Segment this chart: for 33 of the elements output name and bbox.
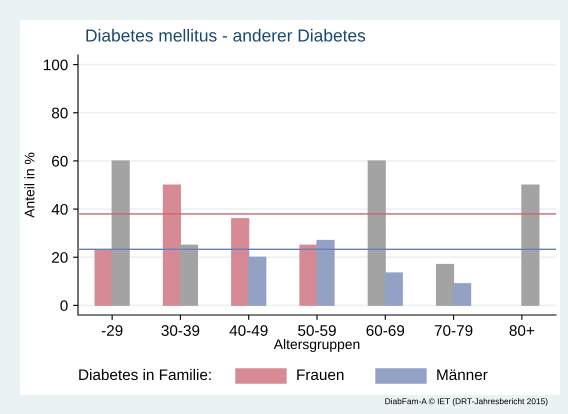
- y-tick-label: 80: [52, 108, 68, 118]
- bar: [162, 184, 181, 306]
- bar: [316, 240, 335, 306]
- y-tick-label: 20: [52, 252, 68, 263]
- legend-title: Diabetes in Familie:: [79, 368, 211, 380]
- bar: [299, 244, 318, 306]
- y-tick-label: 100: [44, 59, 68, 70]
- bar: [521, 184, 540, 306]
- bar: [368, 160, 386, 306]
- x-tick-label: 50-59: [298, 325, 336, 336]
- bar: [248, 256, 266, 306]
- x-tick-label: 30-39: [161, 325, 200, 336]
- y-tick-label: 60: [52, 156, 68, 167]
- x-tick-label: 80+: [510, 325, 534, 336]
- chart-title: Diabetes mellitus - anderer Diabetes: [86, 28, 366, 42]
- legend-label: Frauen: [297, 369, 344, 380]
- bar: [180, 244, 198, 306]
- legend-label: Männer: [437, 369, 488, 380]
- bar: [94, 249, 113, 306]
- x-tick-label: 70-79: [434, 325, 472, 336]
- y-tick-label: 40: [52, 204, 68, 215]
- x-tick-label: -29: [102, 325, 122, 336]
- x-tick-label: 40-49: [230, 325, 268, 336]
- bar: [112, 160, 130, 306]
- y-tick-label: 0: [60, 300, 68, 312]
- bar: [436, 264, 454, 306]
- x-tick-label: 60-69: [366, 325, 404, 336]
- bar: [384, 272, 403, 306]
- y-axis-title: Anteil in %: [24, 152, 34, 218]
- text: DiabFam-A © IET (DRT-Jahresbericht 2015): [385, 398, 548, 406]
- x-axis-title: Altersgruppen: [274, 338, 360, 352]
- bar: [453, 283, 472, 306]
- bar: [231, 218, 250, 306]
